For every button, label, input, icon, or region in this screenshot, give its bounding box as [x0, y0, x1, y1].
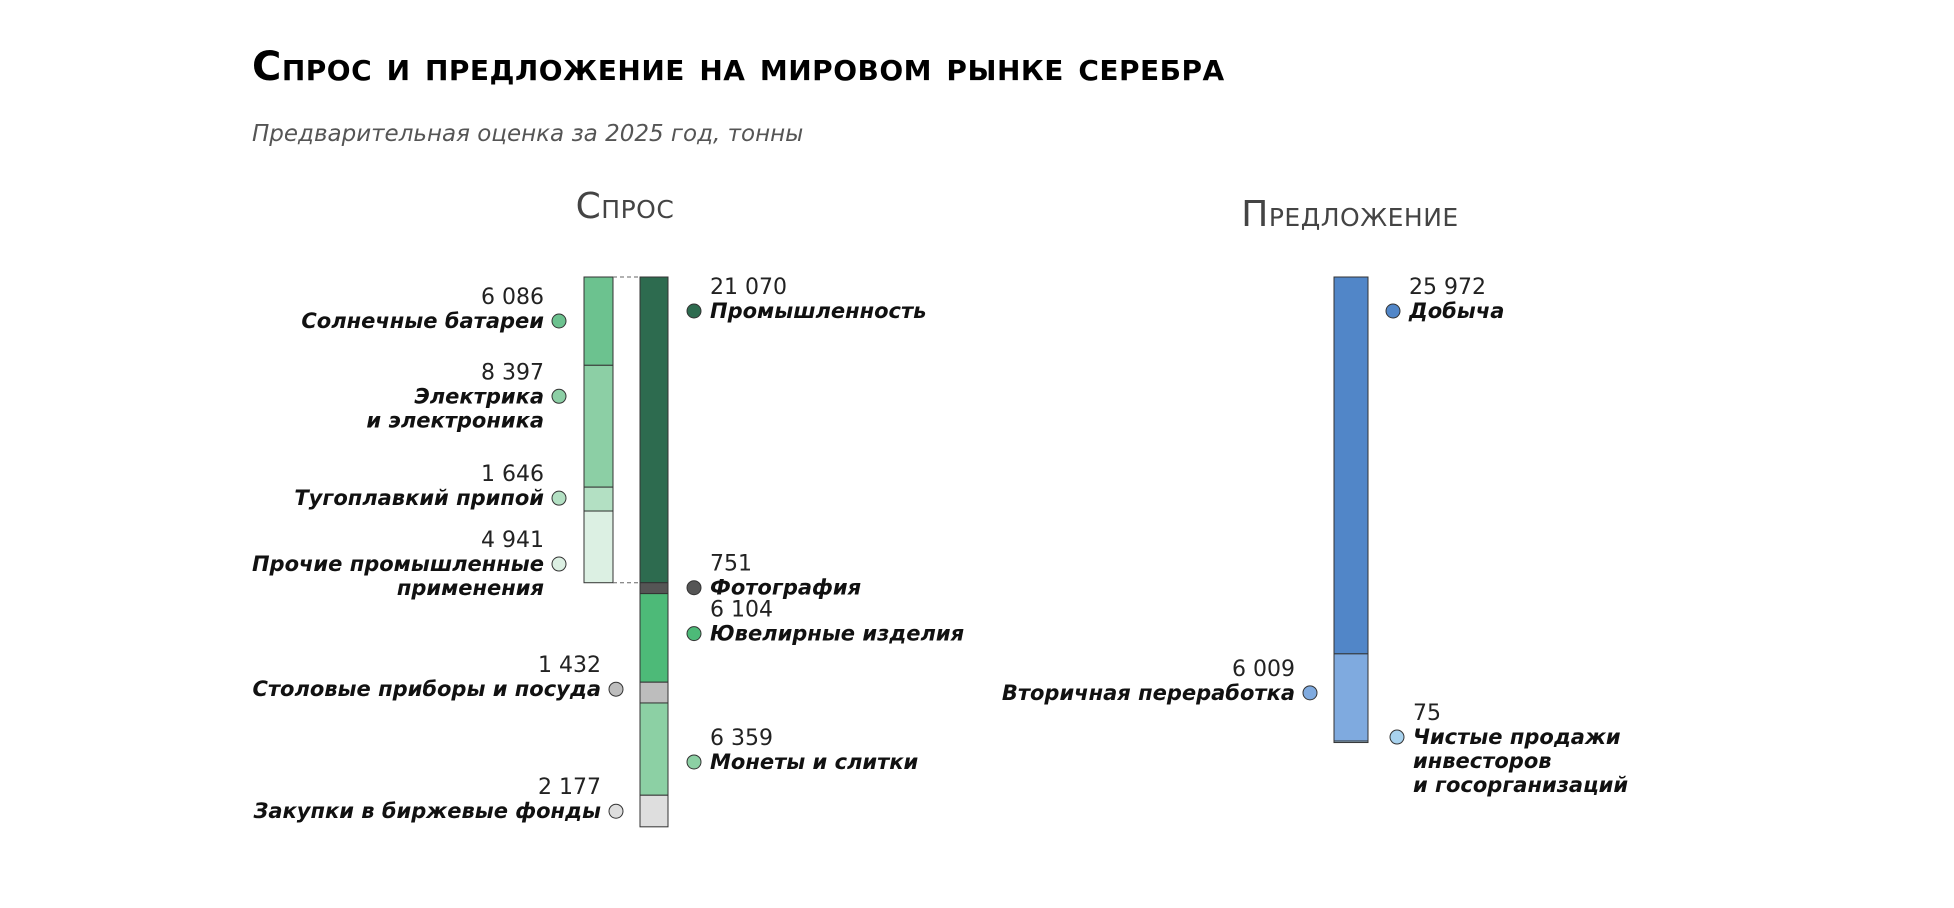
industry-other_industrial-name-label-line-2: применения	[397, 576, 544, 600]
demand-silverware-legend-dot	[608, 681, 624, 697]
supply-mining-name-label: Добыча	[1408, 299, 1504, 323]
demand-photo-name-label: Фотография	[710, 576, 861, 600]
industry-solar-name-label: Солнечные батареи	[301, 309, 544, 333]
industry-other_industrial-legend-dot	[551, 556, 567, 572]
supply-recycling-legend-dot	[1302, 685, 1318, 701]
demand-etf-legend-dot	[608, 803, 624, 819]
demand-industry-value-label: 21 070	[710, 275, 787, 300]
demand-photo-legend-dot	[686, 580, 702, 596]
demand-coins-legend-dot	[686, 754, 702, 770]
supply-bar-net_sales	[1333, 740, 1369, 744]
industry-bar-solar	[583, 276, 614, 366]
demand-jewelry-name-label: Ювелирные изделия	[710, 622, 964, 646]
supply-net_sales-value-label: 75	[1413, 701, 1441, 726]
industry-brazing-value-label: 1 646	[481, 462, 544, 487]
demand-etf-value-label: 2 177	[538, 775, 601, 800]
demand-silverware-value-label: 1 432	[538, 653, 601, 678]
demand-bar-etf	[639, 794, 669, 828]
demand-industry-name-label: Промышленность	[710, 299, 926, 323]
industry-bar-other_industrial	[583, 510, 614, 584]
chart-subtitle: Предварительная оценка за 2025 год, тонн…	[252, 121, 803, 147]
supply-mining-value-label: 25 972	[1409, 275, 1486, 300]
demand-bar-silverware	[639, 681, 669, 704]
supply-recycling-value-label: 6 009	[1232, 657, 1295, 682]
demand-bar-coins	[639, 702, 669, 796]
demand-section-title: Спрос	[576, 186, 675, 227]
demand-bar-photo	[639, 582, 669, 595]
demand-silverware-name-label: Столовые приборы и посуда	[252, 677, 601, 701]
industry-electrical-name-label-line-1: Электрика	[414, 384, 544, 408]
supply-bar-recycling	[1333, 653, 1369, 742]
demand-bar-industry	[639, 276, 669, 584]
industry-brazing-legend-dot	[551, 490, 567, 506]
demand-coins-name-label: Монеты и слитки	[710, 750, 919, 774]
demand-industry-legend-dot	[686, 303, 702, 319]
demand-jewelry-legend-dot	[686, 626, 702, 642]
demand-jewelry-value-label: 6 104	[710, 598, 773, 623]
supply-net_sales-name-label-line-2: инвесторов	[1413, 749, 1552, 773]
supply-net_sales-legend-dot	[1389, 729, 1405, 745]
industry-bar-electrical	[583, 364, 614, 488]
supply-net_sales-name-label-line-1: Чистые продажи	[1413, 725, 1621, 749]
industry-other_industrial-name-label-line-1: Прочие промышленные	[252, 552, 544, 576]
demand-etf-name-label: Закупки в биржевые фонды	[252, 799, 601, 823]
industry-electrical-legend-dot	[551, 388, 567, 404]
industry-solar-value-label: 6 086	[481, 285, 544, 310]
industry-electrical-name-label-line-2: и электроника	[366, 408, 544, 432]
industry-brazing-name-label: Тугоплавкий припой	[294, 486, 544, 510]
supply-bar-mining	[1333, 276, 1369, 655]
chart-title: Спрос и предложение на мировом рынке сер…	[252, 44, 1225, 90]
supply-recycling-name-label: Вторичная переработка	[1002, 681, 1295, 705]
demand-bar-jewelry	[639, 593, 669, 683]
industry-other_industrial-value-label: 4 941	[481, 528, 544, 553]
supply-net_sales-name-label-line-3: и госорганизаций	[1413, 773, 1628, 797]
industry-bar-brazing	[583, 486, 614, 512]
industry-solar-legend-dot	[551, 313, 567, 329]
demand-photo-value-label: 751	[710, 552, 752, 577]
demand-coins-value-label: 6 359	[710, 726, 773, 751]
supply-section-title: Предложение	[1241, 194, 1458, 235]
industry-electrical-value-label: 8 397	[481, 360, 544, 385]
supply-mining-legend-dot	[1385, 303, 1401, 319]
